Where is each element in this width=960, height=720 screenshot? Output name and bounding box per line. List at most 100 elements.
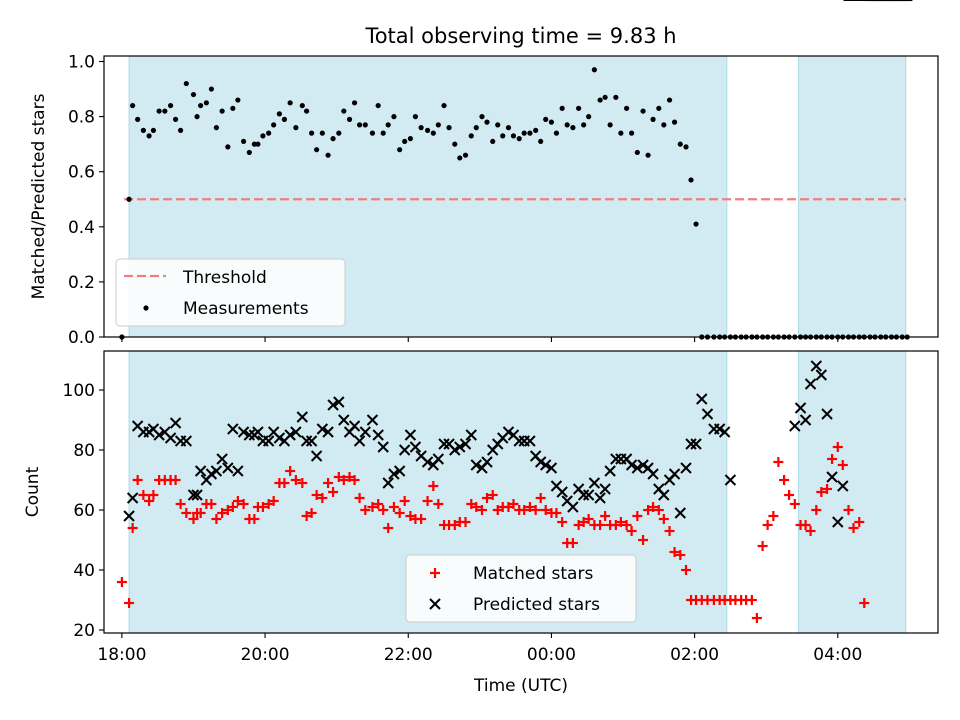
- cross-b: [338, 414, 350, 426]
- cross-b: [567, 501, 579, 513]
- predicted-star-point: [393, 465, 406, 477]
- matched-star-point: [519, 505, 530, 515]
- cross-b: [724, 474, 737, 486]
- cross-b: [333, 396, 345, 408]
- cross-b: [470, 459, 482, 471]
- predicted-star-point: [625, 459, 638, 471]
- cross-b: [481, 456, 493, 468]
- matched-star-point: [757, 541, 768, 551]
- measurement-point: [351, 100, 358, 106]
- cross-b: [305, 435, 318, 447]
- cross-b: [507, 429, 520, 441]
- legend-counts: Matched stars Predicted stars: [405, 554, 637, 623]
- cross-b: [393, 465, 406, 477]
- y-tick-label: 40: [73, 561, 95, 581]
- measurement-point: [266, 130, 272, 136]
- measurement-point: [613, 94, 619, 100]
- cross-b: [262, 435, 275, 447]
- predicted-star-point: [409, 441, 422, 453]
- matched-star-point: [848, 523, 859, 533]
- measurement-point: [346, 116, 353, 122]
- matched-star-point: [232, 496, 243, 506]
- cross-b: [232, 465, 244, 477]
- predicted-star-point: [222, 462, 234, 474]
- cross-b: [556, 486, 568, 498]
- measurement-point: [156, 108, 162, 114]
- cross-b: [647, 468, 659, 480]
- measurement-point: [177, 127, 184, 133]
- measurement-point: [391, 114, 397, 120]
- measurement-point: [407, 136, 413, 142]
- measurement-point: [586, 114, 592, 120]
- measurement-point: [418, 125, 424, 131]
- cross-b: [529, 450, 542, 462]
- measurement-point: [198, 102, 204, 109]
- matched-star-point: [653, 505, 664, 515]
- measurement-point: [330, 136, 336, 142]
- predicted-star-point: [310, 450, 323, 462]
- cross-b: [799, 414, 812, 426]
- matched-star-point: [285, 466, 296, 476]
- measurement-point: [293, 125, 299, 131]
- measurement-point: [462, 152, 469, 158]
- matched-star-point: [124, 598, 135, 608]
- cross-b: [713, 423, 726, 435]
- predicted-star-point: [804, 378, 817, 390]
- matched-star-point: [338, 475, 349, 485]
- matched-star-point: [615, 517, 626, 527]
- measurement-point: [457, 155, 463, 161]
- measurement-point: [412, 114, 419, 120]
- matched-star-point: [658, 514, 669, 524]
- measurement-point: [213, 125, 219, 131]
- x-tick-label: 18:00: [97, 645, 146, 665]
- predicted-star-point: [290, 426, 302, 438]
- matched-star-point: [567, 538, 578, 548]
- y-tick-label: 0.6: [68, 163, 95, 183]
- predicted-star-point: [789, 420, 801, 432]
- cross-b: [658, 489, 670, 501]
- measurement-point: [430, 130, 436, 136]
- predicted-star-point: [432, 453, 445, 465]
- cross-b: [284, 429, 296, 441]
- measurement-point: [309, 130, 315, 136]
- cross-b: [164, 432, 177, 444]
- measurement-point: [356, 122, 363, 128]
- predicted-star-point: [322, 426, 334, 438]
- cross-b: [674, 507, 686, 519]
- cross-b: [550, 480, 563, 492]
- legend-box: [405, 554, 637, 623]
- measurement-point: [194, 114, 200, 120]
- measurement-point: [490, 138, 496, 145]
- matched-star-point: [238, 499, 249, 509]
- matched-star-point: [333, 472, 344, 482]
- cross-b: [789, 420, 801, 432]
- matched-star-point: [471, 502, 482, 512]
- measurement-point: [548, 119, 555, 125]
- predicted-star-point: [338, 414, 350, 426]
- measurement-point: [656, 105, 662, 111]
- measurement-point: [468, 133, 474, 139]
- measurement-point: [683, 144, 689, 150]
- cross-b: [273, 432, 286, 444]
- matched-star-point: [127, 523, 138, 533]
- cross-b: [604, 465, 616, 477]
- matched-star-point: [116, 577, 127, 587]
- matched-star-point: [837, 460, 848, 470]
- matched-star-point: [211, 514, 222, 524]
- measurement-point: [281, 116, 288, 122]
- predicted-star-point: [545, 462, 558, 474]
- matched-star-point: [394, 508, 405, 518]
- matched-star-point: [217, 508, 228, 518]
- predicted-star-point: [513, 435, 525, 447]
- cross-b: [353, 435, 366, 447]
- cross-b: [415, 450, 427, 462]
- measurement-point: [441, 102, 447, 109]
- measurement-point: [303, 108, 310, 114]
- legend-measurement-swatch: [143, 305, 149, 311]
- predicted-star-point: [382, 477, 394, 489]
- measurement-point: [516, 136, 522, 142]
- cross-b: [409, 441, 422, 453]
- matched-star-point: [751, 613, 762, 623]
- matched-star-point: [383, 523, 394, 533]
- predicted-star-point: [243, 429, 256, 441]
